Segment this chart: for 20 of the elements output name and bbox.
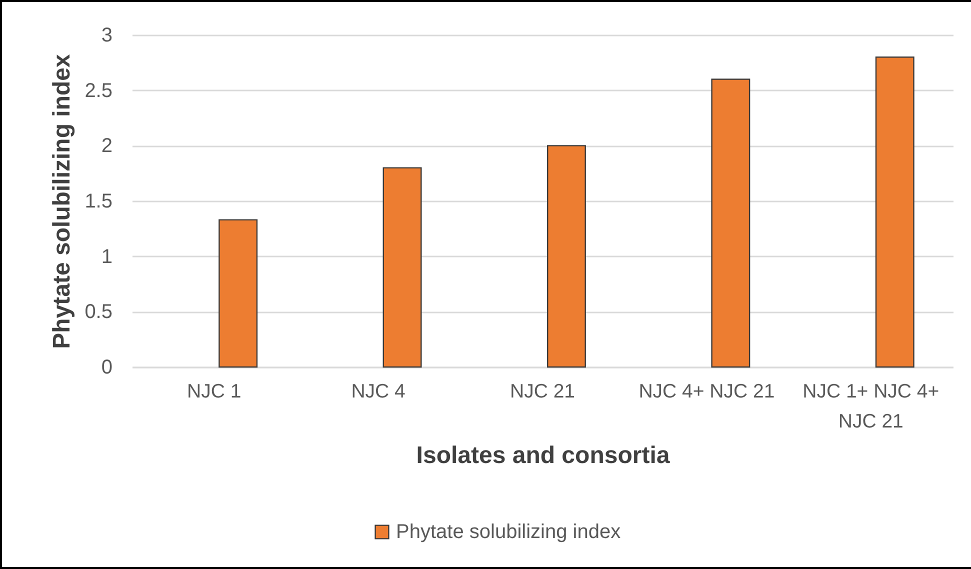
- y-axis-title: Phytate solubilizing index: [48, 53, 76, 349]
- y-tick-label: 1.5: [84, 190, 112, 212]
- y-tick-label: 2: [101, 135, 112, 158]
- bar: [875, 56, 914, 368]
- bar: [546, 145, 586, 368]
- legend-label: Phytate solubilizing index: [396, 521, 621, 543]
- bar: [382, 167, 422, 368]
- y-tick-label: 0.5: [84, 301, 112, 324]
- y-tick-label: 0: [101, 356, 112, 378]
- x-tick-label: NJC 4+ NJC 21: [638, 380, 775, 402]
- y-tick-label: 2.5: [84, 80, 112, 102]
- x-axis-title: Isolates and consortia: [416, 442, 670, 469]
- x-tick-label: NJC 21: [510, 380, 576, 402]
- x-tick-label: NJC 1+ NJC 4+ NJC 21: [802, 380, 940, 432]
- bar: [218, 219, 258, 368]
- y-tick-label: 1: [101, 246, 112, 268]
- x-tick-label: NJC 1: [187, 380, 242, 402]
- x-tick-label: NJC 4: [351, 380, 406, 402]
- bar: [711, 78, 750, 368]
- y-tick-label: 3: [101, 24, 112, 46]
